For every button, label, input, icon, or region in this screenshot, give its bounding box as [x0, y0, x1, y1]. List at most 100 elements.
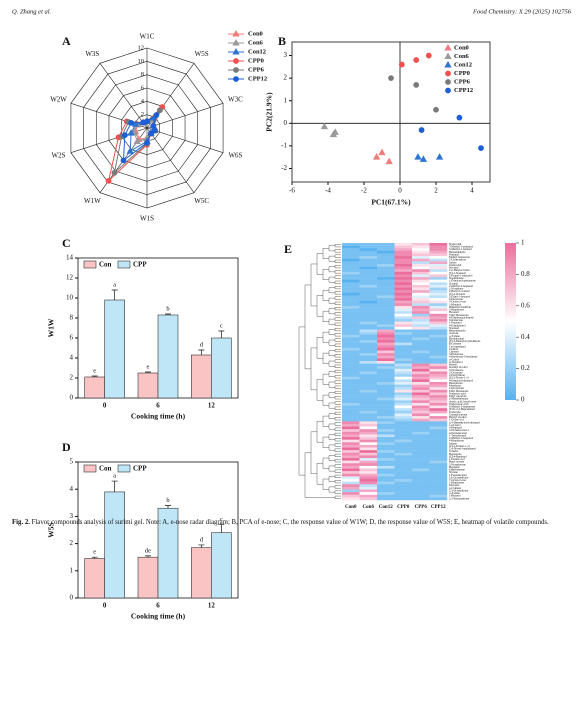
heat-cell — [342, 334, 360, 338]
heat-cell — [377, 447, 395, 451]
x-tick-label: 6 — [156, 602, 160, 610]
heat-cell — [342, 434, 360, 438]
heat-cell — [394, 439, 413, 443]
heat-cell — [359, 410, 378, 414]
heat-cell — [377, 287, 395, 291]
row-label: 1-Hexanol — [449, 302, 461, 306]
heat-cell — [429, 308, 448, 312]
row-label: 2-Propyl-1-heptanol — [449, 273, 473, 277]
heat-cell — [377, 460, 395, 464]
dendrogram-branch — [298, 326, 305, 476]
heat-cell — [359, 361, 378, 364]
heat-cell — [359, 423, 378, 427]
heat-cell — [394, 376, 413, 380]
heat-cell — [394, 243, 413, 246]
heat-cell — [359, 418, 378, 422]
dendrogram-branch — [310, 431, 317, 474]
heat-cell — [394, 277, 413, 280]
row-label: 1-Pentanol — [449, 321, 462, 325]
heat-cell — [359, 468, 378, 472]
heat-cell — [377, 274, 395, 278]
heat-cell — [359, 243, 378, 246]
dendrogram-branch — [334, 490, 341, 494]
dendrogram-branch — [328, 350, 335, 356]
heat-cell — [394, 452, 413, 456]
r-tick-label: 6 — [141, 84, 145, 91]
legend-swatch — [117, 260, 131, 269]
heat-cell — [342, 303, 360, 307]
heat-cell — [342, 256, 360, 259]
heat-cell — [342, 332, 360, 335]
heat-cell — [342, 447, 360, 451]
significance-letter: a — [113, 281, 116, 288]
legend-label: CPP — [133, 465, 147, 473]
heat-cell — [412, 319, 430, 322]
heat-cell — [377, 292, 395, 296]
dendrogram-branch — [334, 265, 341, 269]
legend-label: CPP0 — [248, 57, 264, 64]
heat-cell — [429, 358, 448, 362]
heat-cell — [394, 353, 413, 356]
heat-cell — [429, 413, 448, 417]
heat-cell — [429, 439, 448, 443]
x-tick-label: 6 — [156, 402, 160, 410]
heat-cell — [412, 384, 430, 388]
colorbar-label: 0.2 — [521, 364, 530, 372]
row-label: Phenol — [449, 363, 457, 367]
row-label: Cubenol — [449, 350, 459, 354]
heat-cell — [359, 405, 378, 409]
dendrogram-branch — [334, 422, 341, 426]
heat-cell — [394, 371, 413, 375]
row-label: Dimethyl disulfide — [449, 305, 471, 309]
heat-cell — [412, 402, 430, 406]
heat-cell — [412, 395, 430, 398]
row-label: Hexanal — [449, 310, 459, 314]
heat-cell — [429, 284, 448, 288]
heat-cell — [377, 437, 395, 440]
heat-cell — [412, 471, 430, 474]
heat-cell — [394, 486, 413, 490]
heat-cell — [394, 447, 413, 451]
column-label: CPP12 — [431, 505, 446, 510]
heat-cell — [377, 434, 395, 438]
heat-cell — [412, 458, 430, 461]
row-label: α-Terpineol — [449, 360, 463, 364]
y-axis-title: W1W — [47, 318, 56, 337]
legend-label: Con0 — [248, 30, 263, 37]
dendrogram-branch — [328, 392, 335, 398]
heat-cell — [377, 282, 395, 286]
heat-cell — [359, 256, 378, 259]
y-tick-label: -1 — [281, 141, 287, 149]
dendrogram-branch — [328, 297, 335, 304]
heat-cell — [359, 431, 378, 435]
heat-cell — [394, 463, 413, 467]
heat-cell — [359, 250, 378, 254]
row-label: 2-Methylnonane — [449, 397, 469, 401]
heat-cell — [412, 497, 430, 501]
row-label: 3-Octen-2-one — [449, 300, 467, 304]
heat-cell — [412, 326, 430, 330]
dendrogram-branch — [334, 427, 341, 431]
bar — [104, 299, 125, 399]
heat-cell — [377, 395, 395, 398]
row-label: 4-Ethylphenol — [449, 323, 466, 327]
heat-cell — [429, 384, 448, 388]
dendrogram-branch — [334, 375, 341, 379]
heat-cell — [359, 392, 378, 396]
heat-cell — [359, 345, 378, 349]
heat-cell — [429, 313, 448, 317]
x-tick-label: 12 — [208, 602, 216, 610]
heat-cell — [429, 463, 448, 467]
heat-cell — [359, 465, 378, 469]
heat-cell — [342, 497, 360, 501]
heat-cell — [342, 402, 360, 406]
heat-cell — [359, 340, 378, 343]
x-tick-label: 0 — [103, 602, 107, 610]
heat-cell — [359, 290, 378, 294]
axis-label: W2W — [50, 95, 67, 103]
row-label: Hexadecanal — [449, 336, 464, 340]
dendrogram-branch — [322, 415, 329, 427]
heat-cell — [359, 300, 378, 304]
heat-cell — [429, 334, 448, 338]
dendrogram-branch — [322, 290, 329, 301]
